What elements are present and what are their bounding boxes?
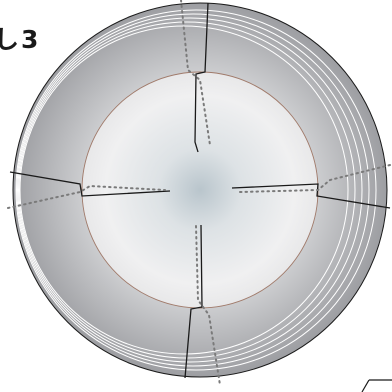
- top-dotted-line: [180, 0, 211, 146]
- bottom-solid-line: [184, 224, 203, 379]
- inner-zone: [82, 72, 318, 308]
- top-solid-line: [194, 2, 209, 153]
- dotted-radial-lines: [7, 0, 391, 386]
- left-solid-line: [9, 171, 171, 197]
- left-dotted-line: [7, 184, 166, 209]
- figure-label: し3: [0, 25, 41, 54]
- bottom-dotted-line: [195, 225, 221, 386]
- right-dotted-line: [239, 164, 391, 193]
